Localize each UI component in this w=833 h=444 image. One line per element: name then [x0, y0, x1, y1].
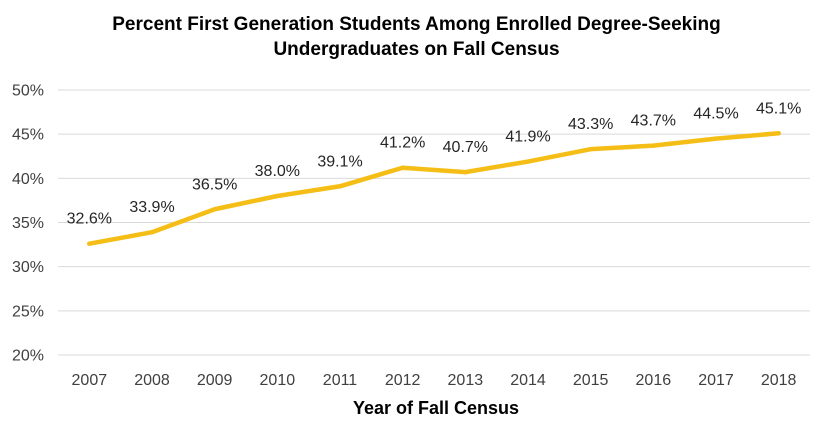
- data-point: [149, 230, 155, 235]
- data-label: 32.6%: [67, 211, 112, 228]
- data-label: 41.9%: [505, 129, 550, 146]
- x-tick-label: 2015: [573, 372, 609, 389]
- x-tick-label: 2018: [761, 372, 797, 389]
- x-tick-label: 2016: [636, 372, 672, 389]
- data-label: 38.0%: [255, 163, 300, 180]
- data-point: [463, 169, 468, 175]
- y-tick-label: 25%: [12, 303, 44, 320]
- data-point: [275, 193, 280, 199]
- data-point: [87, 241, 92, 246]
- data-label: 43.7%: [631, 113, 676, 130]
- x-tick-label: 2013: [448, 372, 484, 389]
- data-point: [400, 165, 405, 170]
- x-tick-label: 2012: [385, 372, 421, 389]
- chart-title-line-1: Percent First Generation Students Among …: [112, 14, 721, 35]
- data-point: [713, 136, 719, 141]
- data-label: 43.3%: [568, 116, 613, 133]
- data-label: 45.1%: [756, 100, 801, 117]
- x-tick-label: 2011: [323, 372, 358, 389]
- data-point: [651, 143, 656, 148]
- x-axis-title: Year of Fall Census: [353, 398, 519, 418]
- data-label: 33.9%: [129, 199, 174, 216]
- y-tick-label: 45%: [12, 127, 44, 144]
- data-point: [337, 184, 343, 189]
- y-tick-label: 35%: [12, 215, 44, 232]
- data-label: 39.1%: [317, 153, 362, 170]
- y-tick-label: 30%: [12, 259, 44, 276]
- x-tick-label: 2017: [698, 372, 734, 389]
- y-tick-label: 20%: [12, 348, 44, 365]
- data-point: [588, 146, 593, 152]
- y-tick-label: 40%: [12, 171, 44, 188]
- data-label: 36.5%: [192, 176, 237, 193]
- chart-title-line-2: Undergraduates on Fall Census: [273, 39, 560, 60]
- x-tick-label: 2008: [134, 372, 170, 389]
- data-label: 44.5%: [693, 106, 738, 123]
- data-point: [525, 159, 531, 164]
- x-tick-label: 2007: [72, 372, 108, 389]
- data-point: [212, 207, 217, 212]
- x-tick-label: 2009: [197, 372, 233, 389]
- data-label: 40.7%: [443, 139, 488, 156]
- data-label: 41.2%: [380, 135, 425, 152]
- chart-title: Percent First Generation Students Among …: [0, 12, 833, 62]
- x-tick-label: 2014: [510, 372, 546, 389]
- series-line: [87, 131, 781, 246]
- x-tick-label: 2010: [260, 372, 296, 389]
- data-point: [776, 131, 781, 136]
- y-tick-label: 50%: [12, 83, 44, 100]
